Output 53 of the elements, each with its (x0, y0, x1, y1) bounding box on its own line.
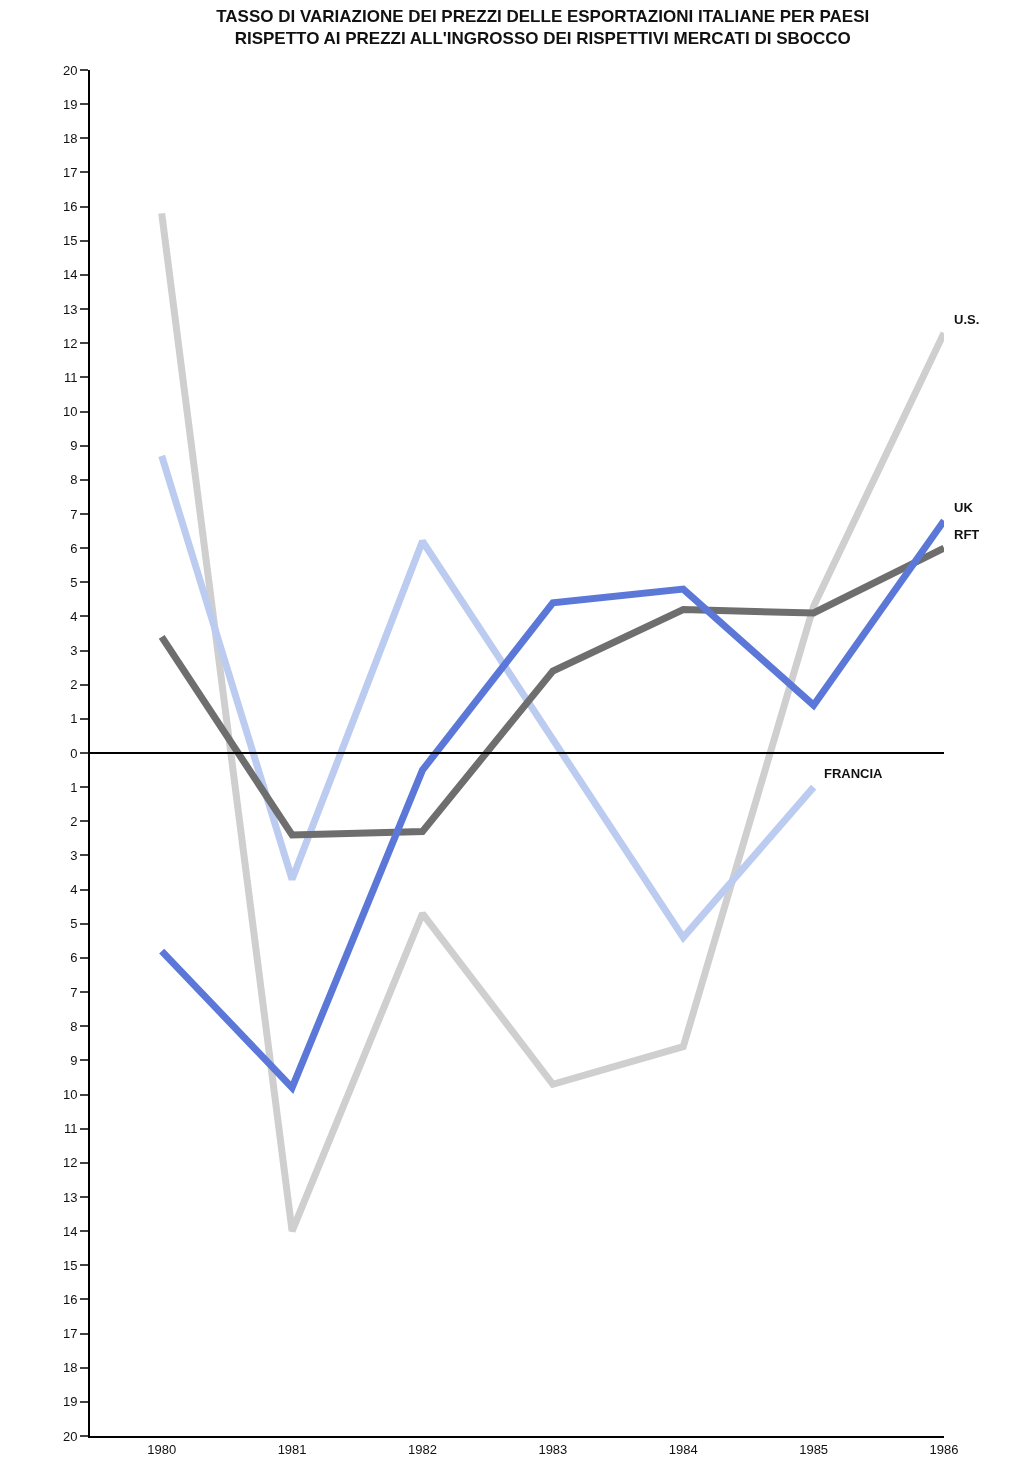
y-tick-label: 3 (70, 643, 78, 659)
y-tick-label: 1 (70, 711, 78, 727)
x-tick-label: 1983 (538, 1441, 568, 1457)
y-tick-label: 14 (62, 267, 78, 283)
y-tick-label: 4 (70, 608, 78, 624)
series-label: UK (954, 500, 974, 515)
y-tick-label: 13 (62, 1189, 78, 1205)
y-tick-label: 13 (62, 301, 78, 317)
y-tick-label: 19 (62, 1394, 78, 1410)
y-tick-label: 15 (62, 233, 78, 249)
y-tick-label: 19 (62, 96, 78, 112)
y-tick-label: 2 (70, 677, 78, 693)
x-tick-label: 1984 (668, 1441, 698, 1457)
y-tick-label: 3 (70, 848, 78, 863)
y-tick-label: 9 (70, 1052, 78, 1068)
y-tick-label: 8 (70, 472, 78, 488)
x-tick-label: 1982 (408, 1441, 437, 1457)
y-tick-label: 18 (62, 1360, 78, 1376)
y-tick-label: 16 (62, 199, 78, 215)
y-tick-label: 5 (70, 574, 78, 590)
y-tick-label: 18 (62, 130, 78, 146)
y-tick-label: 11 (63, 369, 78, 385)
y-tick-label: 16 (62, 1291, 78, 1307)
y-tick-label: 1 (70, 779, 78, 795)
y-tick-label: 7 (70, 984, 78, 1000)
y-tick-label: 9 (70, 438, 78, 454)
y-tick-label: 15 (62, 1257, 78, 1273)
y-tick-label: 11 (63, 1121, 78, 1137)
y-tick-label: 6 (70, 540, 78, 556)
series-label: U.S. (954, 312, 980, 327)
y-tick-label: 12 (62, 1155, 78, 1171)
y-tick-label: 17 (62, 1326, 78, 1342)
y-tick-label: 5 (70, 916, 78, 932)
chart-title: TASSO DI VARIAZIONE DEI PREZZI DELLE ESPORTAZIONI ITALIANE PER PAESI RISPETTO AI PREZZI ALL'INGROSSO DEI RISPETTIVI MERCATI DI SBOCCO (216, 7, 870, 49)
y-tick-label: 8 (70, 1018, 78, 1034)
y-tick-label: 10 (62, 404, 78, 420)
y-tick-label: 17 (62, 165, 78, 180)
y-tick-label: 2 (70, 813, 78, 829)
x-tick-label: 1985 (799, 1441, 829, 1457)
y-tick-label: 14 (62, 1223, 78, 1239)
y-tick-label: 12 (62, 335, 78, 351)
series-label: RFT (954, 527, 980, 542)
y-tick-label: 7 (70, 506, 78, 522)
series-label: FRANCIA (824, 766, 884, 781)
x-tick-label: 1981 (277, 1441, 307, 1457)
y-tick-label: 10 (62, 1087, 78, 1103)
y-tick-label: 20 (62, 1428, 78, 1444)
x-tick-label: 1986 (929, 1441, 959, 1457)
y-tick-label: 20 (62, 62, 78, 78)
y-tick-label: 0 (70, 745, 78, 761)
y-tick-label: 6 (70, 950, 78, 966)
y-tick-label: 4 (70, 882, 78, 898)
x-tick-label: 1980 (147, 1441, 177, 1457)
